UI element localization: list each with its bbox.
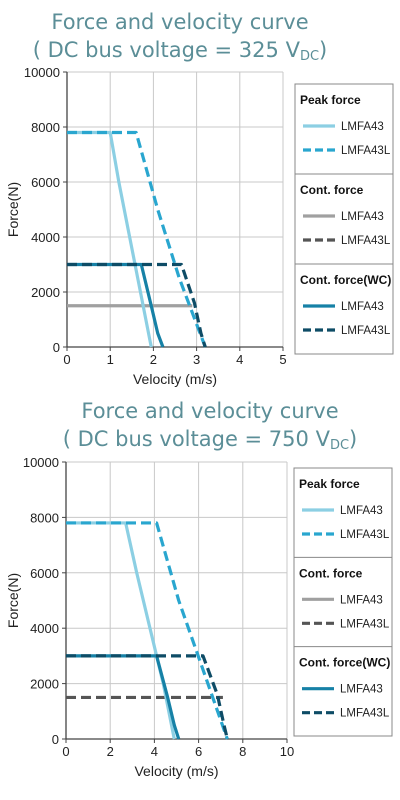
series-line-cont-force-wc-lmfa43l (67, 262, 207, 348)
legend-label: LMFA43 (341, 121, 384, 133)
chart-subtitle: ( DC bus voltage = 325 VDC) (33, 38, 327, 64)
y-tick-label: 4000 (31, 230, 60, 245)
legend-group-title: Cont. force(WC) (299, 656, 390, 670)
x-tick-label: 3 (193, 352, 200, 367)
chart-750v: Force and velocity curve ( DC bus voltage… (5, 399, 393, 779)
legend-box (293, 467, 393, 737)
x-tick-label: 4 (151, 744, 158, 759)
chart-title: Force and velocity curve (81, 399, 338, 423)
legend-group-title: Cont. force(WC) (300, 273, 391, 287)
legend-group-title: Cont. force (299, 566, 363, 580)
x-tick-label: 1 (107, 352, 114, 367)
legend-label: LMFA43 (340, 594, 383, 606)
y-tick-label: 8000 (30, 510, 59, 525)
series-line-cont-force-wc-lmfa43l (66, 654, 229, 740)
x-tick-label: 2 (107, 744, 114, 759)
series-line-peak-forcelmfa43 (67, 130, 153, 348)
x-tick-label: 5 (279, 352, 286, 367)
legend-label: LMFA43 (341, 301, 384, 313)
legend-group-title: Peak force (300, 93, 361, 107)
legend-label: LMFA43L (340, 618, 390, 630)
y-tick-label: 0 (53, 340, 60, 355)
legend-label: LMFA43L (340, 529, 390, 541)
chart-325v: Force and velocity curve ( DC bus voltage… (5, 10, 394, 387)
chart-subtitle: ( DC bus voltage = 750 VDC) (63, 427, 357, 453)
y-tick-label: 2000 (31, 285, 60, 300)
legend-label: LMFA43L (340, 708, 390, 720)
y-tick-label: 4000 (30, 621, 59, 636)
legend-label: LMFA43 (341, 211, 384, 223)
legend-group-title: Cont. force (300, 183, 364, 197)
x-tick-label: 2 (150, 352, 157, 367)
legend-box (294, 83, 394, 355)
x-axis-label: Velocity (m/s) (133, 371, 217, 387)
y-tick-label: 10000 (23, 455, 59, 470)
y-tick-label: 6000 (31, 175, 60, 190)
series-line-peak-forcelmfa43l (66, 521, 229, 740)
x-tick-label: 8 (239, 744, 246, 759)
series-line-peak-forcelmfa43 (66, 521, 176, 740)
legend-label: LMFA43L (341, 325, 391, 337)
legend-label: LMFA43L (341, 145, 391, 157)
legend-group-title: Peak force (299, 477, 360, 491)
x-tick-label: 10 (280, 744, 294, 759)
legend-label: LMFA43 (340, 684, 383, 696)
y-axis-label: Force(N) (5, 182, 21, 237)
legend-label: LMFA43 (340, 505, 383, 517)
x-tick-label: 6 (195, 744, 202, 759)
y-tick-label: 8000 (31, 120, 60, 135)
x-axis-label: Velocity (m/s) (134, 763, 218, 779)
x-tick-label: 0 (63, 352, 70, 367)
y-tick-label: 2000 (30, 677, 59, 692)
y-axis-label: Force(N) (5, 573, 21, 628)
series-line-peak-forcelmfa43l (67, 130, 207, 348)
chart-title: Force and velocity curve (51, 10, 308, 34)
y-tick-label: 10000 (24, 65, 60, 80)
legend-label: LMFA43L (341, 235, 391, 247)
x-tick-label: 4 (236, 352, 243, 367)
y-tick-label: 0 (52, 732, 59, 747)
x-tick-label: 0 (62, 744, 69, 759)
y-tick-label: 6000 (30, 566, 59, 581)
